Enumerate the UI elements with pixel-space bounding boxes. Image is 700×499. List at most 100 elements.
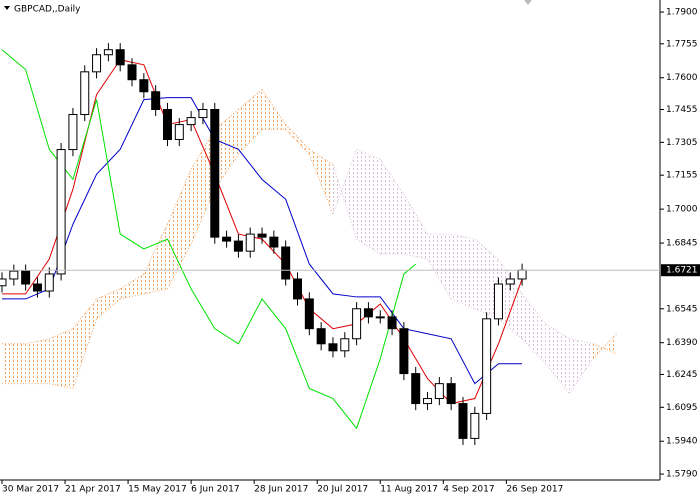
candle-body <box>387 316 397 330</box>
cloud-edge <box>261 89 287 125</box>
cloud-edge <box>238 89 263 110</box>
candle-body <box>162 108 172 140</box>
cloud-edge <box>167 243 192 290</box>
candle-body <box>80 71 90 116</box>
candle-body <box>293 278 303 300</box>
cloud-edge <box>143 224 168 275</box>
x-tick-label: 28 Jun 2017 <box>254 485 308 495</box>
y-tick-label: 1.6845 <box>666 239 698 249</box>
cloud-edge <box>474 238 499 260</box>
candle-body <box>363 308 373 318</box>
y-tick-label: 1.7155 <box>666 171 698 181</box>
cloud-segment <box>238 89 263 155</box>
candle-body <box>446 383 456 405</box>
cloud-edge <box>403 253 428 260</box>
candle-body <box>186 117 196 126</box>
cloud-segment <box>167 169 192 289</box>
cloud-edge <box>72 298 97 329</box>
cloud-segment <box>309 149 333 215</box>
cloud-edge <box>498 318 523 340</box>
candle-body <box>257 233 267 238</box>
candle-body <box>304 298 314 330</box>
candle-body <box>375 316 385 319</box>
cloud-edge <box>25 338 50 345</box>
cloud-segment <box>522 293 546 364</box>
candle-body <box>340 338 350 352</box>
cloud-segment <box>143 224 168 294</box>
cloud-segment <box>356 149 381 255</box>
candle-body <box>505 278 515 285</box>
cloud-segment <box>593 333 617 359</box>
menu-triangle[interactable] <box>4 6 10 10</box>
x-tick-label: 15 May 2017 <box>128 485 187 495</box>
candle-body <box>482 318 492 414</box>
shift-marker <box>524 0 532 5</box>
y-tick-label: 1.6245 <box>666 370 698 380</box>
cloud-edge <box>96 288 121 300</box>
cloud-edge <box>96 298 121 320</box>
candle-body <box>281 246 291 280</box>
cloud-edge <box>545 363 570 394</box>
cloud-edge <box>332 149 358 215</box>
candle-body <box>32 283 42 292</box>
cloud-segment <box>569 338 594 394</box>
candle-body <box>56 149 66 275</box>
y-tick-label: 1.7000 <box>666 205 698 215</box>
candle-body <box>103 49 113 56</box>
cloud-edge <box>120 293 144 300</box>
cloud-edge <box>592 343 617 355</box>
cloud-segment <box>285 124 310 155</box>
cloud-segment <box>96 288 121 319</box>
candle-body <box>21 270 31 285</box>
cloud-edge <box>356 148 381 160</box>
cloud-segment <box>332 149 357 240</box>
cloud-segment <box>262 89 286 130</box>
cloud-edge <box>450 298 476 310</box>
candle-body <box>493 283 503 320</box>
cloud-edge <box>379 159 405 195</box>
cloud-segment <box>49 328 73 389</box>
cloud-edge <box>569 338 594 345</box>
candle-body <box>423 398 433 405</box>
candle-body <box>434 383 444 400</box>
cloud-edge <box>190 188 216 245</box>
candle-body <box>115 49 125 66</box>
cloud-segment <box>403 194 428 260</box>
candle-body <box>352 308 362 340</box>
y-tick-label: 1.7900 <box>666 8 698 18</box>
candle-body <box>92 54 102 73</box>
candle-body <box>233 240 243 252</box>
indicator-line <box>1 49 417 430</box>
cloud-edge <box>451 233 475 240</box>
candle-body <box>399 328 409 375</box>
candle-body <box>139 79 149 93</box>
candle-body <box>174 124 184 140</box>
y-tick-label: 1.5940 <box>666 437 698 447</box>
x-tick-label: 21 Apr 2017 <box>65 485 121 495</box>
axes: 1.7900 1.7755 1.7600 1.7455 1.7305 1.7155 1.70… <box>0 8 700 495</box>
cloud-edge <box>167 169 192 225</box>
cloud-segment <box>474 239 499 319</box>
cloud-edge <box>72 318 98 389</box>
x-tick-label: 20 Jul 2017 <box>317 485 368 495</box>
candle-body <box>245 233 255 252</box>
candle-body <box>151 91 161 110</box>
chart-title: GBPCAD,,Daily <box>14 5 81 15</box>
candle-body <box>222 236 232 242</box>
cloud-edge <box>214 109 239 130</box>
y-tick-label: 1.7305 <box>666 138 698 148</box>
cloud-edge <box>332 164 358 240</box>
cloud-segment <box>72 298 97 389</box>
cloud-segment <box>120 273 144 299</box>
cloud-segment <box>427 234 452 299</box>
indicator-line <box>2 97 523 385</box>
candle-body <box>328 343 338 352</box>
y-tick-label: 1.7455 <box>666 105 698 115</box>
x-tick-label: 30 Mar 2017 <box>2 485 59 495</box>
y-tick-label: 1.7755 <box>666 39 698 49</box>
candle-body <box>68 114 78 151</box>
y-tick-label: 1.6390 <box>666 338 698 348</box>
x-tick-label: 4 Sep 2017 <box>443 485 494 495</box>
candle-body <box>44 273 54 292</box>
